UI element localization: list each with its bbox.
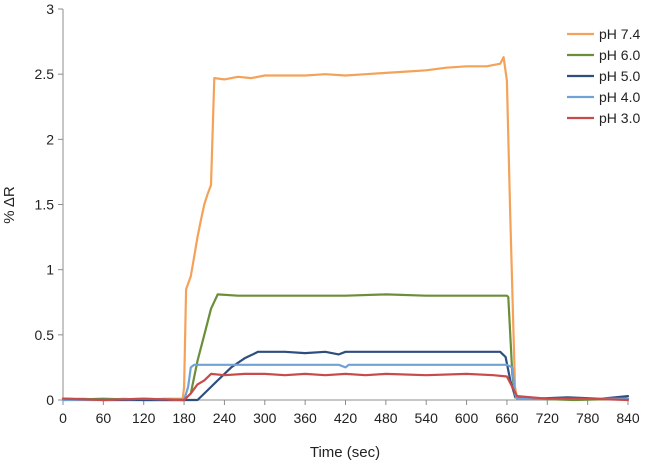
- x-tick-label: 180: [172, 410, 196, 426]
- series-line-ph-5-0: [61, 350, 630, 402]
- series-line-ph-6-0: [61, 293, 630, 402]
- legend: pH 7.4 pH 6.0 pH 5.0 pH 4.0 pH 3.0: [567, 26, 640, 126]
- y-tick-label: 0: [46, 392, 54, 408]
- y-tick-label: 0.5: [35, 327, 55, 343]
- x-tick-label: 240: [213, 410, 237, 426]
- x-tick-label: 360: [293, 410, 317, 426]
- legend-label-ph-3-0: pH 3.0: [599, 110, 640, 126]
- x-tick-label: 540: [415, 410, 439, 426]
- x-tick-label: 120: [132, 410, 156, 426]
- y-tick-label: 2.5: [35, 66, 55, 82]
- series-line-ph-4-0: [61, 363, 630, 402]
- y-tick-label: 1: [46, 262, 54, 278]
- x-tick-label: 60: [96, 410, 112, 426]
- series-line-ph-7-4: [61, 56, 630, 402]
- x-tick-label: 420: [334, 410, 358, 426]
- legend-label-ph-6-0: pH 6.0: [599, 47, 640, 63]
- legend-label-ph-4-0: pH 4.0: [599, 89, 640, 105]
- y-tick-label: 1.5: [35, 197, 55, 213]
- series-line-ph-3-0: [61, 372, 630, 402]
- axes-layer: 0 0.5 1 1.5 2 2.5 3 0 60 120 180 240 300 360 420 480 540…: [35, 1, 640, 426]
- legend-label-ph-7-4: pH 7.4: [599, 26, 640, 42]
- x-tick-label: 780: [576, 410, 600, 426]
- x-axis-title: Time (sec): [310, 444, 380, 461]
- legend-label-ph-5-0: pH 5.0: [599, 68, 640, 84]
- x-tick-label: 600: [455, 410, 479, 426]
- x-tick-label: 480: [374, 410, 398, 426]
- x-tick-label: 720: [536, 410, 560, 426]
- x-tick-label: 660: [495, 410, 519, 426]
- x-tick-label: 0: [59, 410, 67, 426]
- y-axis-title: % ΔR: [1, 186, 18, 224]
- series-layer: [61, 56, 630, 402]
- y-tick-label: 3: [46, 1, 54, 17]
- y-tick-label: 2: [46, 131, 54, 147]
- x-tick-label: 840: [616, 410, 640, 426]
- x-tick-label: 300: [253, 410, 277, 426]
